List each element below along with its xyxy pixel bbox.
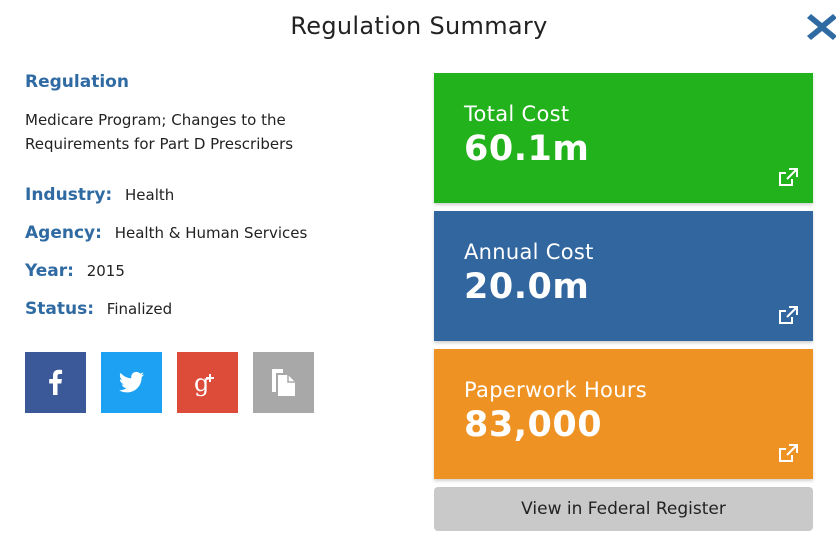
modal-title: Regulation Summary bbox=[290, 12, 548, 40]
external-link-icon bbox=[779, 306, 798, 324]
google-plus-share-button[interactable]: g bbox=[177, 352, 238, 413]
agency-label: Agency: bbox=[25, 223, 102, 243]
industry-label: Industry: bbox=[25, 185, 113, 205]
total-cost-value: 60.1m bbox=[464, 129, 590, 169]
industry-row: Industry: Health bbox=[25, 185, 174, 205]
paperwork-hours-card[interactable]: Paperwork Hours 83,000 bbox=[434, 349, 813, 479]
paperwork-hours-value: 83,000 bbox=[464, 405, 603, 445]
regulation-name: Medicare Program; Changes to the Require… bbox=[25, 111, 294, 153]
regulation-heading: Regulation bbox=[25, 72, 129, 92]
facebook-icon bbox=[49, 369, 63, 395]
paperwork-hours-label: Paperwork Hours bbox=[464, 378, 647, 402]
external-link-icon bbox=[779, 168, 798, 186]
annual-cost-label: Annual Cost bbox=[464, 240, 594, 264]
copy-link-button[interactable] bbox=[253, 352, 314, 413]
twitter-icon bbox=[119, 371, 144, 393]
facebook-share-button[interactable] bbox=[25, 352, 86, 413]
annual-cost-card[interactable]: Annual Cost 20.0m bbox=[434, 211, 813, 341]
total-cost-label: Total Cost bbox=[464, 102, 570, 126]
close-icon bbox=[807, 14, 836, 40]
copy-icon bbox=[272, 369, 295, 396]
year-value: 2015 bbox=[86, 262, 125, 280]
annual-cost-value: 20.0m bbox=[464, 267, 590, 307]
close-button[interactable] bbox=[805, 10, 836, 44]
status-row: Status: Finalized bbox=[25, 299, 172, 319]
svg-text:g: g bbox=[194, 369, 209, 397]
year-label: Year: bbox=[25, 261, 74, 281]
google-plus-icon: g bbox=[194, 369, 214, 397]
status-label: Status: bbox=[25, 299, 94, 319]
total-cost-card[interactable]: Total Cost 60.1m bbox=[434, 73, 813, 203]
view-federal-register-button[interactable]: View in Federal Register bbox=[434, 487, 813, 531]
agency-row: Agency: Health & Human Services bbox=[25, 223, 307, 243]
twitter-share-button[interactable] bbox=[101, 352, 162, 413]
year-row: Year: 2015 bbox=[25, 261, 125, 281]
industry-value: Health bbox=[125, 186, 175, 204]
status-value: Finalized bbox=[106, 300, 173, 318]
agency-value: Health & Human Services bbox=[114, 224, 308, 242]
external-link-icon bbox=[779, 444, 798, 462]
